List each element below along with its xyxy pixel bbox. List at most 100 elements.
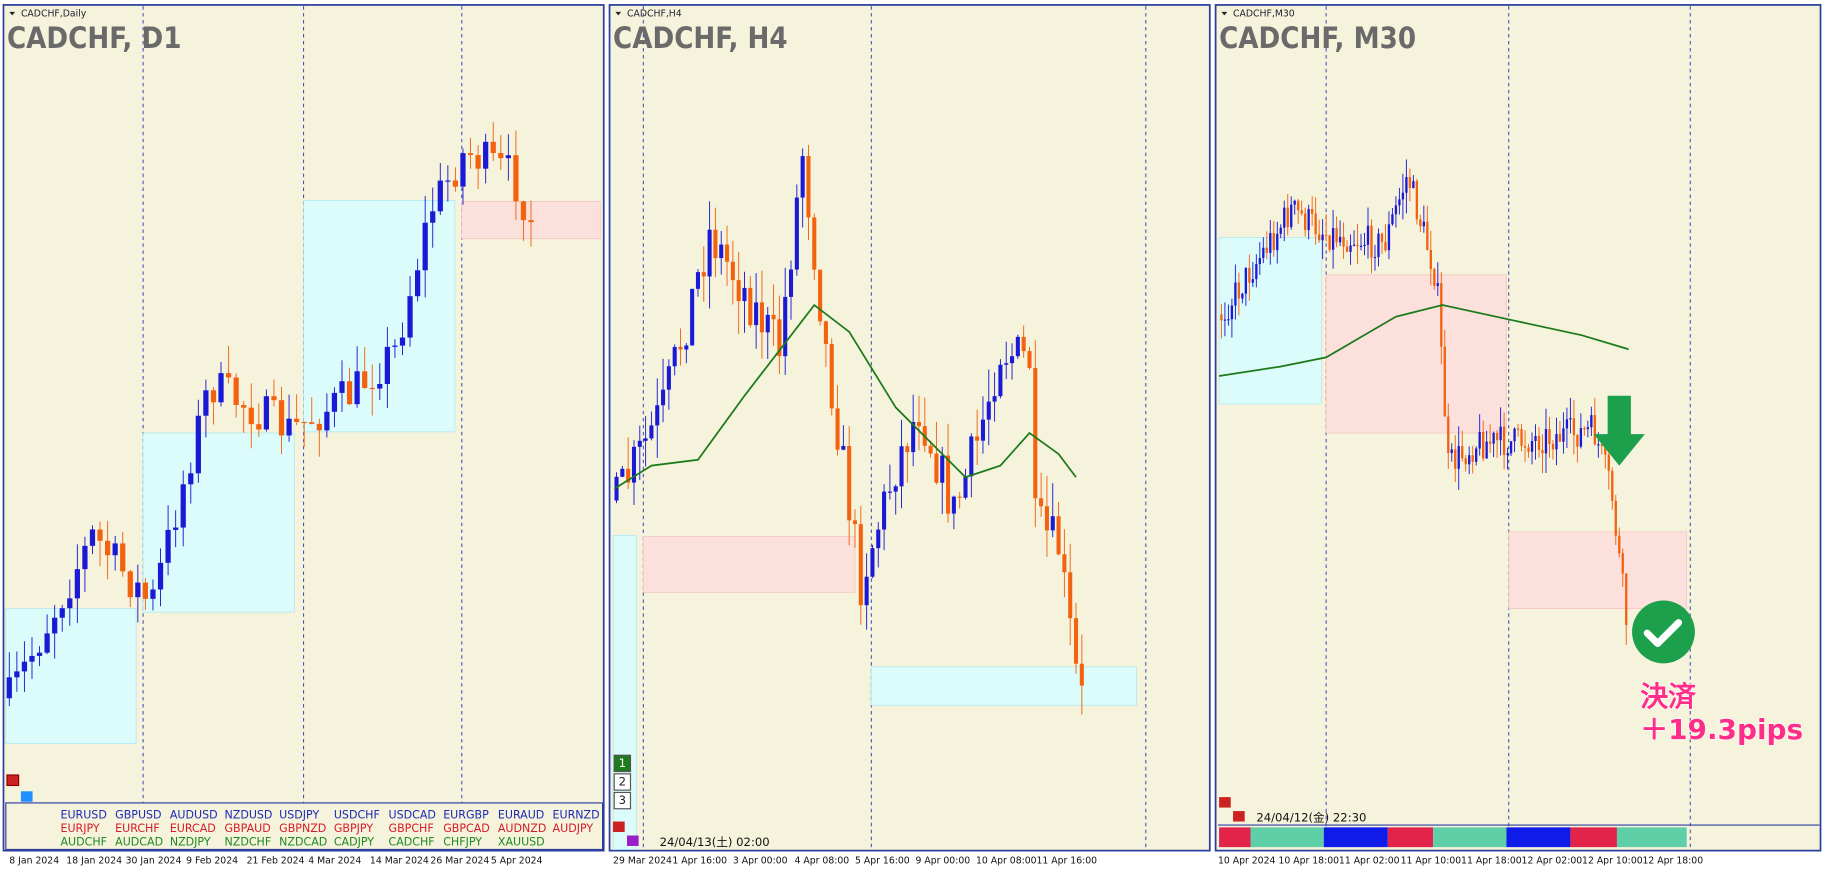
strength-block — [1506, 827, 1571, 848]
candle-body — [173, 527, 179, 530]
mini-button[interactable] — [20, 791, 33, 802]
candle-body — [528, 220, 534, 223]
candle-body — [52, 617, 58, 634]
close-button[interactable] — [613, 821, 625, 833]
timeframe-button-label[interactable]: 2 — [619, 774, 626, 788]
candle-body — [725, 244, 730, 262]
candle-body — [1583, 428, 1586, 430]
close-button[interactable] — [6, 774, 20, 787]
symbol-item[interactable]: EURUSD — [60, 809, 106, 822]
candle-body — [678, 346, 683, 350]
candle-body — [1073, 618, 1079, 664]
candle-body — [1461, 446, 1464, 459]
close-button[interactable] — [1219, 797, 1231, 808]
candle-body — [1492, 432, 1495, 444]
symbol-item[interactable]: GBPUSD — [115, 809, 161, 822]
candle-body — [1293, 200, 1296, 205]
timeframe-button-label[interactable]: 3 — [619, 793, 626, 807]
timestamp: 24/04/12(金) 22:30 — [1256, 811, 1366, 825]
symbol-item[interactable]: AUDNZD — [498, 822, 547, 835]
symbol-item[interactable]: AUDJPY — [553, 822, 594, 835]
timeframe-button[interactable] — [613, 773, 632, 791]
candle-body — [1356, 244, 1359, 246]
timeframe-button[interactable] — [613, 754, 632, 773]
symbol-item[interactable]: CHFJPY — [443, 835, 482, 848]
candle-body — [225, 373, 232, 378]
candle-body — [377, 383, 383, 389]
timeframe-button-label[interactable]: 1 — [619, 756, 626, 770]
symbol-item[interactable]: AUDUSD — [170, 809, 218, 822]
candle-body — [1544, 428, 1548, 454]
candle-body — [1412, 181, 1415, 188]
candle-body — [1297, 200, 1300, 211]
symbol-item[interactable]: NZDCHF — [225, 835, 272, 848]
symbol-item[interactable]: USDCAD — [389, 809, 436, 822]
candle-body — [1324, 234, 1328, 236]
candle-body — [1370, 225, 1373, 258]
symbol-item[interactable]: USDCHF — [334, 809, 380, 822]
symbol-item[interactable]: NZDUSD — [225, 809, 273, 822]
candle-body — [777, 319, 782, 357]
candle-body — [1509, 441, 1513, 454]
candle-body — [998, 364, 1003, 397]
candle-body — [1488, 441, 1492, 444]
candle-body — [104, 540, 111, 556]
candle-body — [934, 453, 939, 483]
symbol-item[interactable]: EURGBP — [443, 809, 489, 822]
candle-body — [1398, 199, 1401, 206]
mini-button[interactable] — [1233, 811, 1245, 822]
symbol-item[interactable]: GBPJPY — [334, 822, 373, 835]
symbol-item[interactable]: GBPCHF — [389, 822, 434, 835]
symbol-item[interactable]: EURCHF — [115, 822, 160, 835]
candle-body — [1422, 221, 1425, 227]
candle-body — [1499, 426, 1502, 441]
symbol-item[interactable]: EURJPY — [60, 822, 99, 835]
symbol-item[interactable]: AUDCAD — [115, 835, 163, 848]
symbol-item[interactable]: GBPCAD — [443, 822, 490, 835]
candle-body — [835, 408, 840, 450]
candle-body — [666, 366, 671, 390]
zone — [1508, 531, 1688, 610]
candle-body — [1537, 435, 1541, 450]
candle-body — [643, 438, 648, 441]
candle-body — [1300, 210, 1303, 214]
candle-body — [1565, 419, 1569, 429]
time-label: 10 Apr 2024 — [1218, 856, 1276, 867]
symbol-item[interactable]: XAUUSD — [498, 835, 545, 848]
candle-body — [823, 321, 828, 344]
candle-body — [1475, 448, 1478, 462]
candle-body — [631, 446, 637, 483]
candle-body — [1050, 516, 1055, 531]
candle-body — [730, 261, 735, 281]
time-label: 21 Feb 2024 — [247, 856, 305, 867]
candle-body — [278, 400, 285, 436]
symbol-label: CADCHF, D1 — [7, 21, 181, 55]
candle-body — [1307, 208, 1310, 231]
candle-body — [1269, 233, 1272, 253]
candle-body — [135, 582, 141, 598]
symbol-item[interactable]: AUDCHF — [60, 835, 107, 848]
symbol-item[interactable]: CADJPY — [334, 835, 374, 848]
symbol-item[interactable]: EURAUD — [498, 809, 544, 822]
candle-body — [1433, 269, 1436, 286]
mini-button[interactable] — [627, 835, 639, 846]
symbol-item[interactable]: NZDCAD — [279, 835, 327, 848]
candle-body — [1241, 293, 1244, 299]
candle-body — [324, 411, 330, 431]
candle-body — [1611, 470, 1614, 501]
symbol-item[interactable]: USDJPY — [279, 809, 319, 822]
symbol-item[interactable]: EURCAD — [170, 822, 216, 835]
candle-body — [1234, 282, 1237, 306]
symbol-item[interactable]: NZDJPY — [170, 835, 211, 848]
candle-body — [1044, 506, 1049, 531]
candle-body — [188, 473, 194, 485]
timeframe-button[interactable] — [613, 791, 632, 810]
candle-body — [1618, 535, 1621, 554]
symbol-item[interactable]: GBPAUD — [225, 822, 271, 835]
symbol-item[interactable]: CADCHF — [389, 835, 435, 848]
candle-body — [957, 496, 962, 498]
symbol-item[interactable]: GBPNZD — [279, 822, 326, 835]
candle-body — [1600, 444, 1603, 446]
symbol-item[interactable]: EURNZD — [553, 809, 600, 822]
candle-body — [701, 272, 706, 277]
